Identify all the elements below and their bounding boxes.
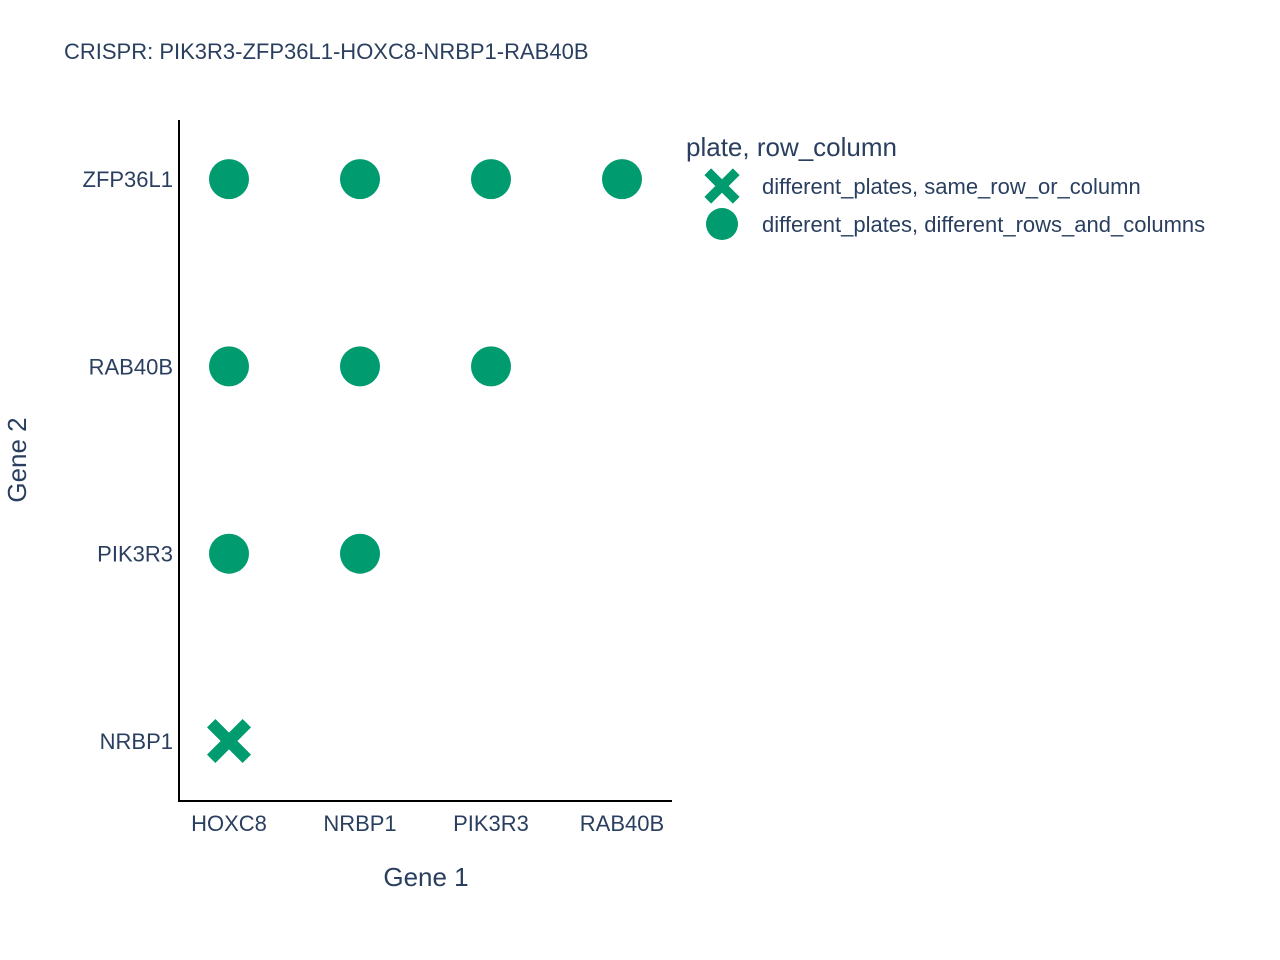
chart-title: CRISPR: PIK3R3-ZFP36L1-HOXC8-NRBP1-RAB40…: [64, 39, 589, 64]
data-point-circle: [209, 346, 249, 387]
legend-item-label: different_plates, same_row_or_column: [762, 174, 1141, 199]
legend-item-label: different_plates, different_rows_and_col…: [762, 212, 1205, 237]
data-point-circle: [471, 346, 511, 387]
data-point-circle: [602, 159, 642, 200]
data-point-circle: [471, 159, 511, 200]
legend-x-marker: [704, 168, 740, 204]
data-point-circle: [340, 159, 380, 200]
legend-title: plate, row_column: [686, 132, 897, 162]
y-tick-label: PIK3R3: [97, 542, 173, 567]
y-axis-title: Gene 2: [2, 417, 32, 502]
x-tick-label: HOXC8: [191, 811, 267, 836]
legend-circle-marker: [706, 208, 738, 240]
x-tick-labels: HOXC8 NRBP1 PIK3R3 RAB40B: [191, 811, 664, 836]
x-axis-title: Gene 1: [383, 862, 468, 892]
data-point-x-marker: [207, 719, 251, 763]
legend: plate, row_column different_plates, same…: [686, 132, 1205, 240]
y-tick-label: RAB40B: [89, 354, 173, 379]
y-tick-label: ZFP36L1: [83, 167, 174, 192]
x-tick-label: RAB40B: [580, 811, 664, 836]
plot-area: [207, 159, 642, 763]
x-tick-label: PIK3R3: [453, 811, 529, 836]
y-tick-label: NRBP1: [100, 729, 173, 754]
x-tick-label: NRBP1: [323, 811, 396, 836]
data-point-circle: [340, 346, 380, 387]
y-tick-labels: NRBP1 PIK3R3 RAB40B ZFP36L1: [83, 167, 174, 754]
data-point-circle: [209, 159, 249, 200]
data-point-circle: [340, 533, 380, 574]
data-point-circle: [209, 533, 249, 574]
